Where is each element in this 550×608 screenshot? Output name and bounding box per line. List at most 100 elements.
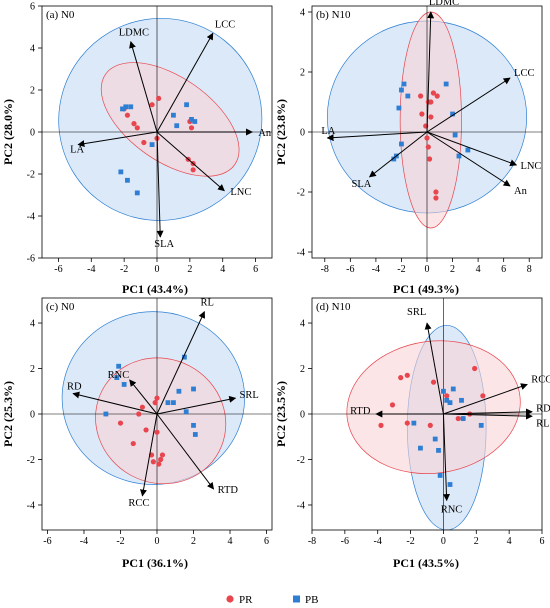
x-tick-label: 2 — [187, 264, 192, 275]
loading-vector-lcc — [156, 32, 214, 133]
point-pr — [425, 144, 431, 150]
point-pr — [444, 393, 450, 399]
point-pr — [424, 135, 430, 141]
point-pr — [124, 112, 131, 118]
x-tick-label: 0 — [441, 536, 446, 547]
vector-label-an: An — [514, 186, 528, 197]
y-tick-label: -4 — [27, 500, 35, 511]
point-pb — [450, 386, 456, 392]
point-pb — [452, 132, 458, 138]
y-axis-title: PC2 (23.5%) — [274, 381, 288, 447]
point-pr — [159, 452, 166, 458]
y-tick-label: -2 — [297, 455, 305, 466]
y-axis-title: PC2 (28.0%) — [1, 99, 15, 165]
point-pb — [401, 81, 407, 87]
point-pr — [427, 422, 433, 428]
point-pb — [418, 445, 423, 451]
point-pb — [459, 397, 464, 403]
point-pb — [171, 400, 176, 406]
point-pb — [441, 388, 446, 394]
panel-a: LDMC LCC An LA LNC SLA -6 -4 -2 0 2 4 6 -6 -4 -2 0 2 4 6 PC1… — [1, 2, 273, 296]
x-tick-label: 0 — [155, 264, 160, 275]
x-tick-label: -2 — [120, 264, 128, 275]
x-tick-label: 2 — [474, 536, 479, 547]
point-pb — [116, 363, 122, 369]
point-pb — [171, 112, 176, 118]
legend-marker-pr — [226, 595, 234, 603]
vector-label-rd: RD — [536, 404, 550, 415]
point-pb — [447, 482, 453, 487]
legend-label-pr: PR — [239, 594, 253, 606]
vector-label-rcc: RCC — [531, 374, 550, 385]
point-pb — [125, 177, 130, 183]
point-pr — [150, 459, 156, 465]
point-pr — [404, 420, 410, 426]
point-pb — [191, 386, 196, 392]
point-pb — [444, 397, 450, 403]
point-pr — [404, 372, 410, 378]
y-tick-label: 6 — [30, 2, 35, 13]
point-pr — [419, 111, 425, 117]
y-tick-label: -4 — [297, 500, 305, 511]
y-tick-label: 0 — [30, 128, 35, 139]
vector-label-ldmc: LDMC — [119, 28, 149, 39]
vector-label-rnc: RNC — [441, 504, 463, 515]
vector-label-rl: RL — [536, 418, 549, 429]
point-pr — [154, 429, 160, 435]
loading-vector-rl — [443, 412, 533, 420]
point-pr — [143, 427, 149, 433]
x-tick-label: 8 — [527, 264, 532, 275]
point-pb — [405, 93, 411, 99]
x-tick-label: 4 — [228, 536, 233, 547]
vector-label-rd: RD — [67, 382, 82, 393]
vector-label-la: LA — [70, 145, 84, 156]
point-pr — [426, 156, 433, 162]
y-tick-label: 2 — [300, 68, 305, 79]
point-pr — [428, 114, 434, 120]
y-axis-title: PC2 (25.3%) — [1, 381, 15, 447]
panel-d: SRL RCC RD RL RTD RNC -8 -6 -4 -2 0 2 4 6 -4 -2 0 2 4 PC1 (… — [274, 297, 550, 570]
x-axis-title: PC1 (36.1%) — [122, 556, 188, 570]
vector-label-srl: SRL — [239, 390, 258, 401]
point-pr — [141, 139, 147, 146]
point-pb — [120, 106, 125, 112]
y-tick-label: -2 — [27, 455, 35, 466]
panel-label: (a) N0 — [46, 9, 75, 21]
loading-vector-lnc — [156, 131, 225, 192]
loading-vector-sla — [156, 131, 164, 238]
loading-vector-an — [426, 131, 511, 187]
point-pb — [191, 422, 196, 428]
y-tick-label: -4 — [297, 248, 305, 259]
point-pr — [433, 189, 439, 195]
point-pb — [181, 354, 187, 360]
point-pr — [158, 456, 164, 463]
vector-label-rtd: RTD — [350, 406, 371, 417]
loading-vector-rcc — [443, 383, 528, 415]
vector-label-lcc: LCC — [215, 19, 235, 30]
loading-vector-lcc — [426, 77, 511, 133]
panel-label: (d) N10 — [316, 301, 351, 313]
y-tick-label: 0 — [30, 410, 35, 421]
panel-c: RL SRL RD RNC RTD RCC -6 -4 -2 0 2 4 6 -4 -2 0 2 4 PC1 (36… — [1, 297, 273, 570]
legend: PR PB — [226, 594, 318, 606]
loading-vector-ldmc — [129, 41, 158, 133]
y-tick-label: 4 — [30, 44, 35, 55]
x-tick-label: -4 — [87, 264, 95, 275]
point-pr — [139, 404, 145, 410]
x-axis-title: PC1 (43.5%) — [393, 556, 459, 570]
point-pr — [378, 422, 384, 428]
point-pb — [192, 432, 198, 437]
vector-label-srl: SRL — [407, 307, 426, 318]
y-tick-label: -2 — [297, 188, 305, 199]
point-pr — [131, 121, 137, 127]
point-pb — [176, 388, 182, 394]
point-pb — [183, 409, 189, 415]
x-tick-label: -6 — [43, 536, 51, 547]
x-tick-label: -6 — [341, 536, 349, 547]
vector-label-rcc: RCC — [128, 498, 149, 509]
x-tick-label: 4 — [220, 264, 225, 275]
point-pb — [399, 87, 404, 93]
point-pb — [103, 411, 109, 417]
point-pb — [128, 104, 134, 110]
point-pr — [154, 395, 160, 401]
